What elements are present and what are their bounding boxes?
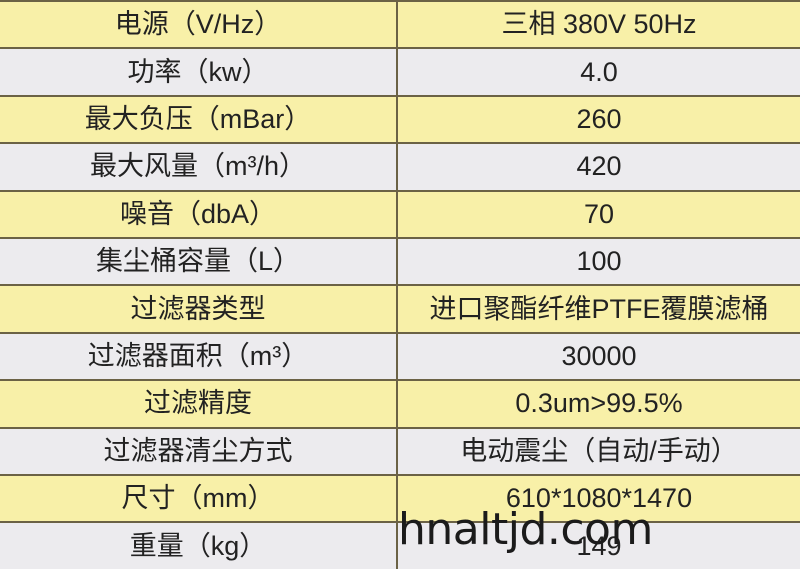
- spec-label-cell: 功率（kw）: [0, 49, 398, 95]
- table-row: 电源（V/Hz） 三相 380V 50Hz: [0, 0, 800, 48]
- spec-label-cell: 集尘桶容量（L）: [0, 239, 398, 285]
- spec-label-cell: 尺寸（mm）: [0, 476, 398, 522]
- spec-label-cell: 过滤器类型: [0, 286, 398, 332]
- spec-value-cell: 三相 380V 50Hz: [501, 9, 697, 40]
- table-row: 过滤器清尘方式 电动震尘（自动/手动）: [0, 426, 800, 475]
- table-row: 噪音（dbA） 70: [0, 189, 800, 238]
- spec-value-cell: 70: [583, 198, 615, 229]
- spec-value-cell: 610*1080*1470: [505, 483, 693, 514]
- table-row: 过滤精度 0.3um>99.5%: [0, 379, 800, 427]
- spec-value-cell: 电动震尘（自动/手动）: [460, 435, 738, 466]
- spec-value-cell: 260: [576, 104, 622, 135]
- spec-label-cell: 噪音（dbA）: [0, 191, 398, 238]
- table-row: 过滤器面积（m³） 30000: [0, 331, 800, 380]
- table-row: 最大负压（mBar） 260: [0, 94, 800, 143]
- table-row: 功率（kw） 4.0: [0, 47, 800, 95]
- spec-value-cell: 420: [576, 151, 622, 182]
- table-row: 尺寸（mm） 610*1080*1470: [0, 474, 800, 522]
- spec-label-cell: 最大负压（mBar）: [0, 96, 398, 143]
- spec-label-cell: 过滤精度: [0, 381, 398, 427]
- spec-value-cell: 4.0: [580, 56, 618, 87]
- table-row: 重量（kg） 149: [0, 521, 800, 569]
- table-row: 最大风量（m³/h） 420: [0, 142, 800, 190]
- table-row: 集尘桶容量（L） 100: [0, 237, 800, 285]
- spec-value-cell: 0.3um>99.5%: [515, 388, 683, 419]
- table-row: 过滤器类型 进口聚酯纤维PTFE覆膜滤桶: [0, 284, 800, 332]
- spec-label-cell: 最大风量（m³/h）: [0, 144, 398, 190]
- spec-value-cell: 进口聚酯纤维PTFE覆膜滤桶: [429, 293, 769, 324]
- spec-value-cell: 30000: [561, 341, 637, 372]
- spec-label-cell: 电源（V/Hz）: [0, 2, 398, 48]
- spec-label-cell: 过滤器清尘方式: [0, 428, 398, 475]
- spec-label-cell: 重量（kg）: [0, 523, 398, 569]
- spec-value-cell: 100: [576, 246, 622, 277]
- spec-value-cell: 149: [576, 530, 622, 561]
- spec-label-cell: 过滤器面积（m³）: [0, 333, 398, 380]
